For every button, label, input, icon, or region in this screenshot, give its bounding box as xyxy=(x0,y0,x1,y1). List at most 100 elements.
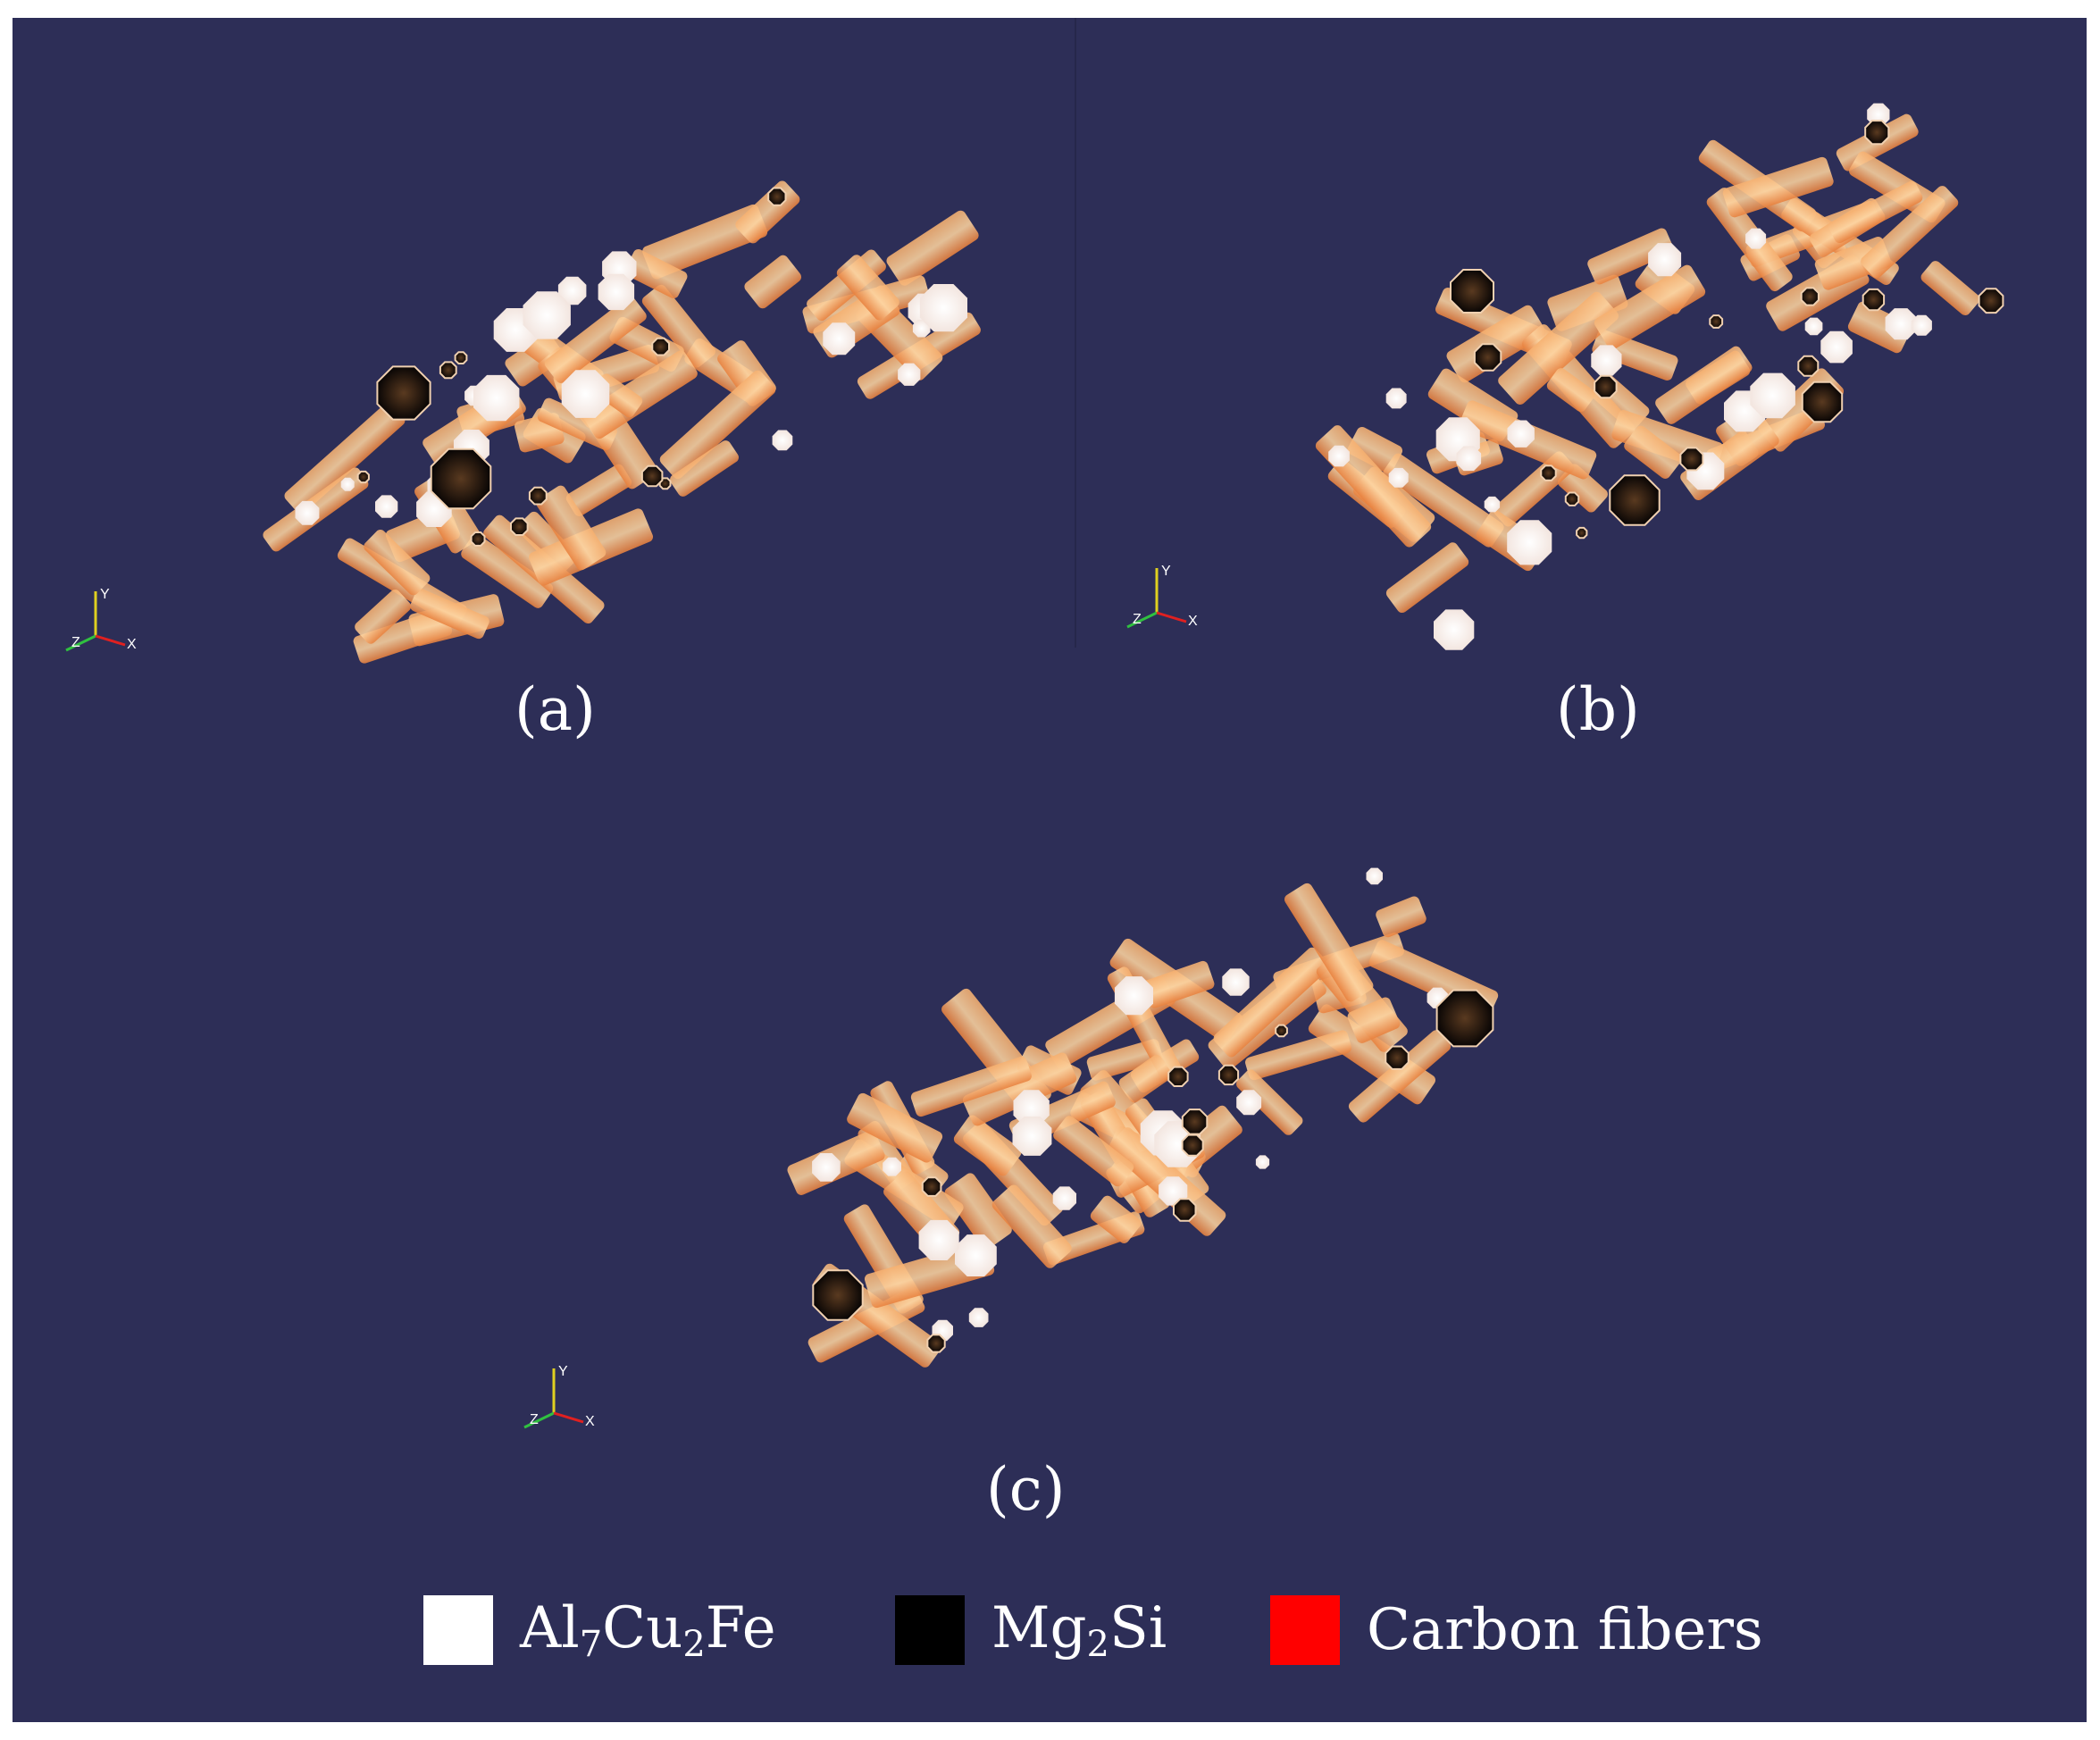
al7cu2fe-particle xyxy=(772,430,793,451)
mg2si-particle xyxy=(1173,1198,1197,1222)
x-axis-icon xyxy=(95,634,126,647)
mg2si-particle xyxy=(1181,1134,1204,1157)
al7cu2fe-particle xyxy=(812,1153,841,1182)
carbon-fiber xyxy=(1587,228,1674,285)
carbon-fiber xyxy=(1828,180,1923,244)
carbon-fiber xyxy=(1722,156,1834,218)
mg2si-particle xyxy=(528,486,548,506)
axis-triad-b: Y Z X xyxy=(1126,564,1198,629)
al7cu2fe-particle xyxy=(598,273,635,311)
carbon-fiber xyxy=(1383,453,1504,548)
mg2si-particle xyxy=(1564,491,1580,506)
al7cu2fe-particle xyxy=(918,1219,959,1260)
carbon-fiber xyxy=(1624,425,1683,479)
al7cu2fe-particle xyxy=(823,322,856,356)
mg2si-particle xyxy=(376,365,431,421)
carbon-fiber xyxy=(1920,261,1980,316)
al7cu2fe-particle xyxy=(1222,968,1250,996)
mg2si-particle xyxy=(1800,287,1820,306)
mg2si-particle xyxy=(1864,120,1890,146)
carbon-fiber xyxy=(659,370,776,480)
mg2si-particle xyxy=(1540,464,1557,481)
legend-swatch-black xyxy=(895,1595,965,1665)
al7cu2fe-particle xyxy=(1507,520,1552,565)
carbon-fiber xyxy=(962,1052,1077,1126)
carbon-fiber xyxy=(364,530,431,596)
al7cu2fe-particle xyxy=(340,477,355,491)
al7cu2fe-particle xyxy=(557,276,587,305)
mg2si-particle xyxy=(1435,989,1494,1048)
carbon-fiber xyxy=(953,1115,1022,1176)
al7cu2fe-particle xyxy=(1745,228,1767,249)
carbon-fiber xyxy=(847,1092,943,1163)
carbon-fiber xyxy=(544,297,647,383)
panel-label-c: (c) xyxy=(986,1455,1066,1524)
mg2si-particle xyxy=(1473,343,1502,372)
mg2si-particle xyxy=(926,1334,946,1353)
al7cu2fe-particle xyxy=(1012,1117,1052,1156)
carbon-fiber xyxy=(410,588,489,640)
al7cu2fe-particle xyxy=(1388,467,1409,488)
panel-b-render xyxy=(1315,103,2004,650)
al7cu2fe-particle xyxy=(1366,867,1383,885)
legend-swatch-white xyxy=(423,1595,493,1665)
axis-label-y: Y xyxy=(1161,564,1171,579)
mg2si-particle xyxy=(1709,314,1724,329)
legend-label-al7cu2fe: Al7Cu2Fe xyxy=(520,1595,776,1665)
panel-label-a: (a) xyxy=(515,675,596,744)
al7cu2fe-particle xyxy=(1507,420,1535,448)
mg2si-particle xyxy=(1862,288,1886,312)
legend-item-carbon-fibers: Carbon fibers xyxy=(1270,1590,1763,1670)
axis-label-y: Y xyxy=(558,1364,568,1379)
carbon-fiber xyxy=(944,1173,1012,1250)
al7cu2fe-particle xyxy=(295,500,320,525)
carbon-fiber xyxy=(1142,960,1215,1008)
z-axis-icon xyxy=(523,1411,555,1429)
carbon-fiber xyxy=(1385,542,1469,614)
carbon-fiber xyxy=(1236,1069,1303,1135)
mg2si-particle xyxy=(921,1176,942,1197)
al7cu2fe-particle xyxy=(883,1157,901,1176)
al7cu2fe-particle xyxy=(898,363,921,386)
axis-triad-a: Y Z X xyxy=(65,587,137,652)
al7cu2fe-particle xyxy=(523,291,571,339)
al7cu2fe-particle xyxy=(1456,446,1482,472)
panel-a-render xyxy=(263,180,981,664)
carbon-fiber xyxy=(744,255,802,309)
x-axis-icon xyxy=(553,1411,584,1424)
al7cu2fe-particle xyxy=(473,374,520,422)
mg2si-particle xyxy=(1797,355,1820,377)
al7cu2fe-particle xyxy=(1052,1186,1076,1210)
al7cu2fe-particle xyxy=(1328,445,1350,467)
carbon-fiber xyxy=(641,284,715,368)
carbon-fiber xyxy=(582,350,698,439)
carbon-fiber xyxy=(284,402,406,514)
mg2si-particle xyxy=(454,351,468,364)
carbon-fiber xyxy=(1498,291,1619,405)
z-axis-icon xyxy=(65,634,96,652)
panel-label-b: (b) xyxy=(1556,675,1640,744)
mg2si-particle xyxy=(1679,447,1704,472)
al7cu2fe-particle xyxy=(1236,1090,1262,1116)
legend-item-al7cu2fe: Al7Cu2Fe xyxy=(423,1590,776,1670)
al7cu2fe-particle xyxy=(561,370,610,418)
carbon-fiber xyxy=(1546,368,1595,413)
carbon-fiber xyxy=(1086,1039,1163,1081)
carbon-fiber xyxy=(886,210,979,286)
al7cu2fe-particle xyxy=(1648,243,1682,277)
legend-item-mg2si: Mg2Si xyxy=(895,1590,1167,1670)
legend-swatch-red xyxy=(1270,1595,1340,1665)
al7cu2fe-particle xyxy=(1911,314,1932,336)
carbon-fiber xyxy=(1594,264,1706,350)
mg2si-particle xyxy=(439,361,457,380)
axis-label-z: Z xyxy=(1133,612,1142,627)
mg2si-particle xyxy=(1978,288,2004,314)
carbon-fiber xyxy=(461,533,554,608)
carbon-fiber xyxy=(1347,426,1403,473)
carbon-fiber xyxy=(836,255,899,321)
mg2si-particle xyxy=(1450,269,1494,314)
carbon-fiber xyxy=(1847,301,1912,354)
carbon-fiber xyxy=(536,485,607,571)
carbon-fiber xyxy=(991,1184,1072,1268)
al7cu2fe-particle xyxy=(375,495,398,518)
